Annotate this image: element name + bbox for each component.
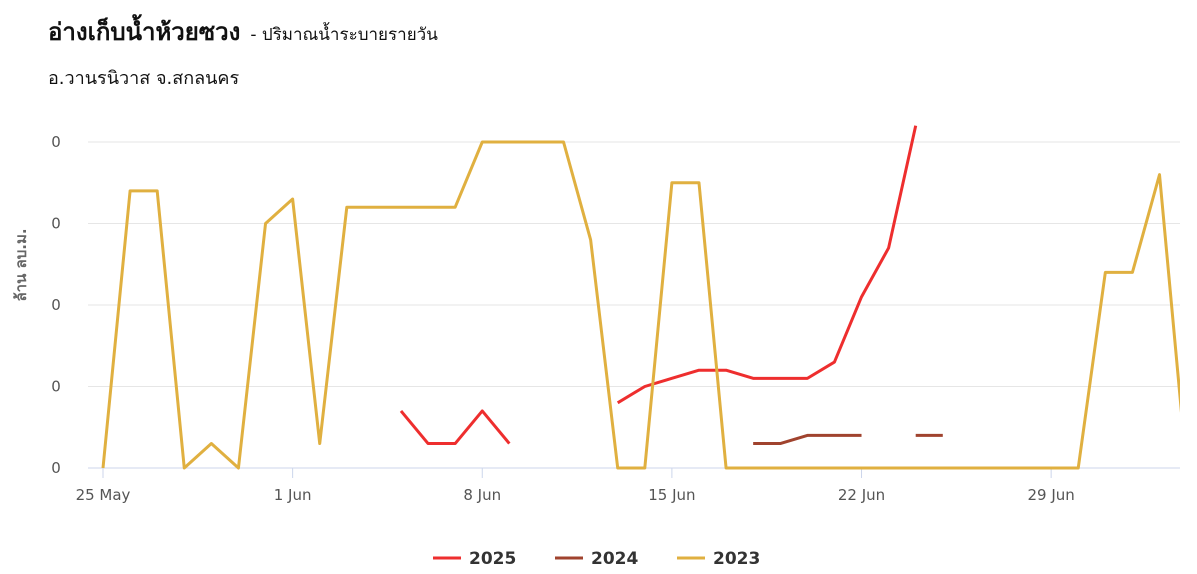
series-line — [101, 140, 1180, 470]
y-tick-label: 0 — [51, 459, 61, 477]
legend-label: 2023 — [713, 549, 760, 569]
y-tick-label: 0 — [51, 215, 61, 233]
legend-label: 2025 — [469, 549, 516, 569]
x-tick-label: 1 Jun — [274, 486, 312, 504]
plot-area — [101, 125, 1180, 470]
x-tick-label: 15 Jun — [648, 486, 695, 504]
y-tick-label: 0 — [51, 296, 61, 314]
series-line — [399, 125, 918, 446]
legend-label: 2024 — [591, 549, 638, 569]
series-line — [753, 433, 943, 446]
chart-title: อ่างเก็บน้ำห้วยซวง — [48, 13, 240, 46]
subtitle: อ.วานรนิวาส จ.สกลนคร — [48, 68, 239, 89]
x-tick-label: 22 Jun — [838, 486, 885, 504]
title-suffix: - ปริมาณน้ำระบายรายวัน — [250, 22, 438, 45]
x-tick-label: 8 Jun — [463, 486, 501, 504]
x-tick-label: 25 May — [76, 486, 131, 504]
y-tick-label: 0 — [51, 133, 61, 151]
y-axis-label: ล้าน ลบ.ม. — [12, 228, 30, 301]
y-tick-label: 0 — [51, 378, 61, 396]
x-tick-label: 29 Jun — [1028, 486, 1075, 504]
